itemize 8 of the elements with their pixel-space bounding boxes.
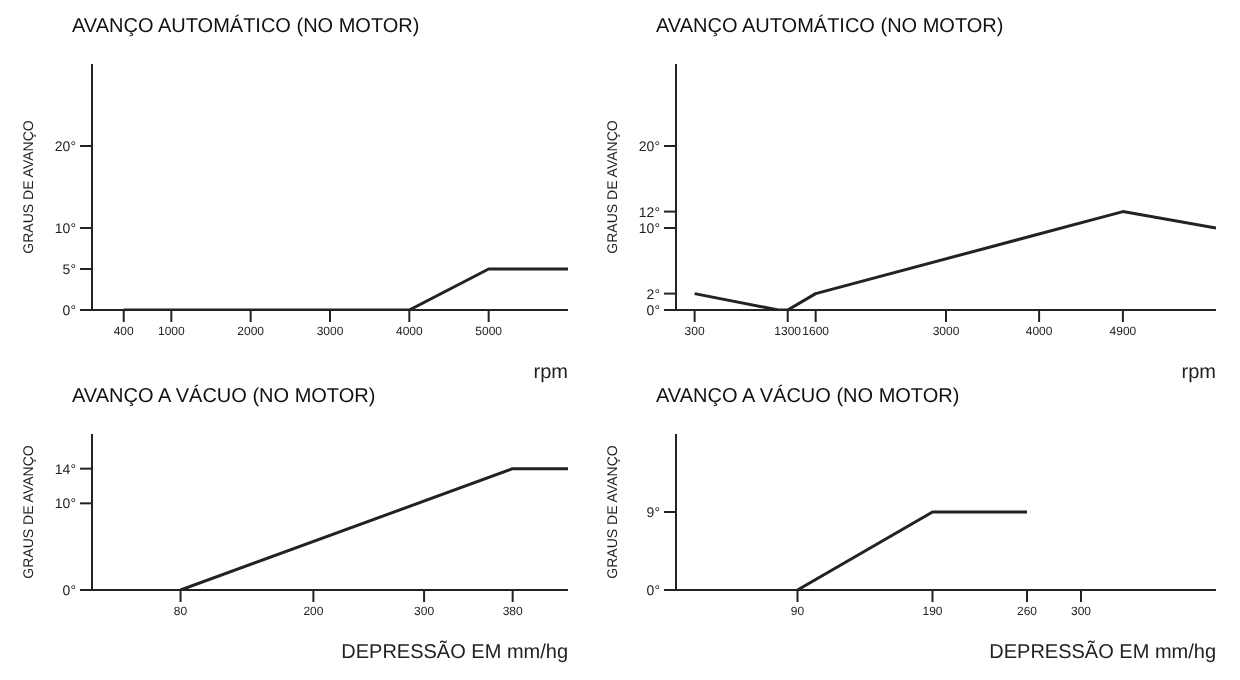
chart-title: AVANÇO AUTOMÁTICO (NO MOTOR): [70, 16, 422, 42]
x-axis-title: rpm: [533, 362, 568, 384]
x-axis-title: DEPRESSÃO EM mm/hg: [341, 640, 568, 664]
chart-title: AVANÇO A VÁCUO (NO MOTOR): [70, 386, 378, 412]
chart-title: AVANÇO AUTOMÁTICO (NO MOTOR): [654, 16, 1006, 42]
chart-title: AVANÇO A VÁCUO (NO MOTOR): [654, 386, 962, 412]
x-axis-title: rpm: [1181, 362, 1216, 384]
x-axis-title: DEPRESSÃO EM mm/hg: [989, 640, 1216, 664]
